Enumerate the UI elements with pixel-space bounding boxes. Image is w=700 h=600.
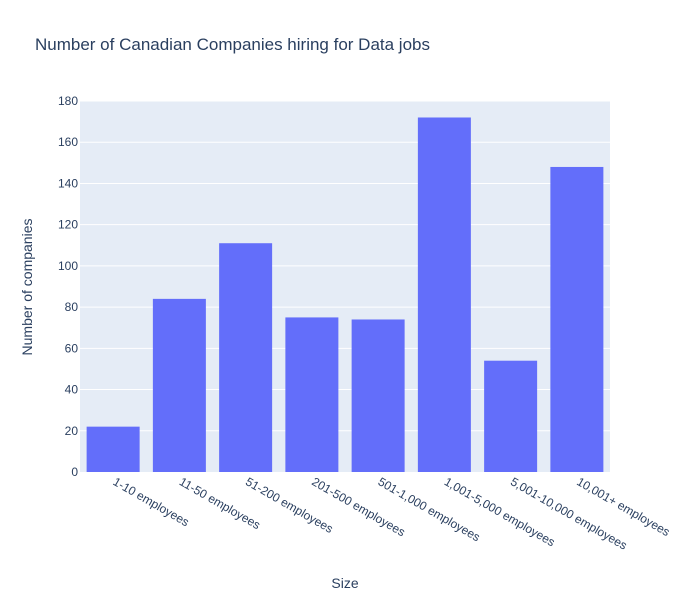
bar[interactable] [152,298,206,472]
y-tick-label: 60 [65,341,79,355]
bars [86,117,604,472]
y-tick-label: 140 [58,176,78,190]
x-tick-label: 5,001-10,000 employees [508,474,629,552]
y-tick-label: 100 [58,259,78,273]
bar[interactable] [86,426,140,472]
bar[interactable] [484,360,538,472]
bar[interactable] [219,243,273,472]
y-tick-label: 180 [58,94,78,108]
y-tick-label: 80 [65,300,79,314]
x-axis-title: Size [331,575,358,591]
y-tick-label: 160 [58,135,78,149]
y-axis-ticks: 0 20 40 60 80 100 120 140 160 180 [58,94,78,479]
y-tick-label: 20 [65,424,79,438]
y-tick-label: 120 [58,218,78,232]
bar[interactable] [550,166,604,472]
x-tick-label: 1,001-5,000 employees [442,474,558,549]
bar[interactable] [417,117,471,472]
y-tick-label: 0 [71,465,78,479]
chart-title: Number of Canadian Companies hiring for … [35,35,430,54]
y-tick-label: 40 [65,383,79,397]
y-axis-title: Number of companies [19,219,35,356]
bar[interactable] [351,319,405,472]
bar[interactable] [285,317,339,472]
